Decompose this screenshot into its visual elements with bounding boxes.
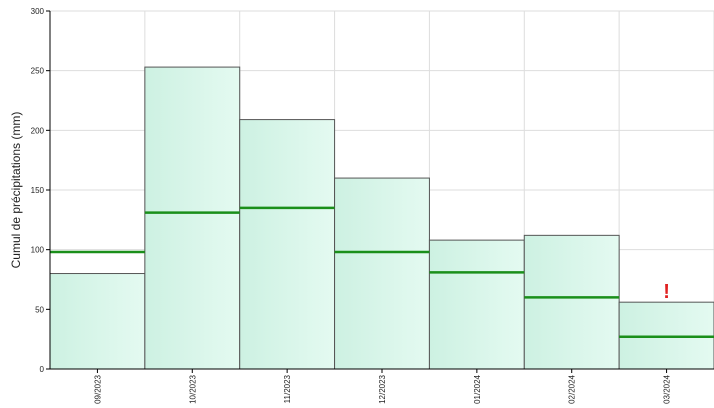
tick-labels: 0 50 100 150 200 250 300 09/2023 10/2023 11/2023 1… [31, 7, 672, 404]
y-tick-label: 0 [40, 365, 45, 374]
x-tick-label: 10/2023 [188, 374, 197, 403]
x-tick-label: 03/2024 [663, 374, 672, 403]
y-tick-label: 100 [31, 246, 45, 255]
y-tick-label: 300 [31, 7, 45, 16]
bar-09/2023 [49, 273, 146, 370]
bar-01/2024 [428, 239, 525, 370]
y-tick-label: 250 [31, 67, 45, 76]
x-tick-label: 01/2024 [473, 374, 482, 403]
axes [46, 10, 714, 373]
bar-11/2023 [239, 119, 336, 370]
y-tick-label: 200 [31, 126, 45, 135]
x-tick-label: 09/2023 [93, 374, 102, 403]
y-tick-label: 150 [31, 186, 45, 195]
x-tick-label: 02/2024 [568, 374, 577, 403]
bar-12/2023 [334, 177, 430, 370]
y-axis-label: Cumul de précipitations (mm) [9, 112, 23, 269]
bars [49, 66, 714, 370]
y-tick-label: 50 [35, 305, 44, 314]
bar-02/2024 [523, 234, 620, 370]
x-tick-label: 12/2023 [378, 374, 387, 403]
reference-lines [50, 206, 714, 339]
bar-10/2023 [144, 66, 241, 370]
warning-marker: ! [663, 281, 670, 303]
x-tick-label: 11/2023 [283, 374, 292, 403]
